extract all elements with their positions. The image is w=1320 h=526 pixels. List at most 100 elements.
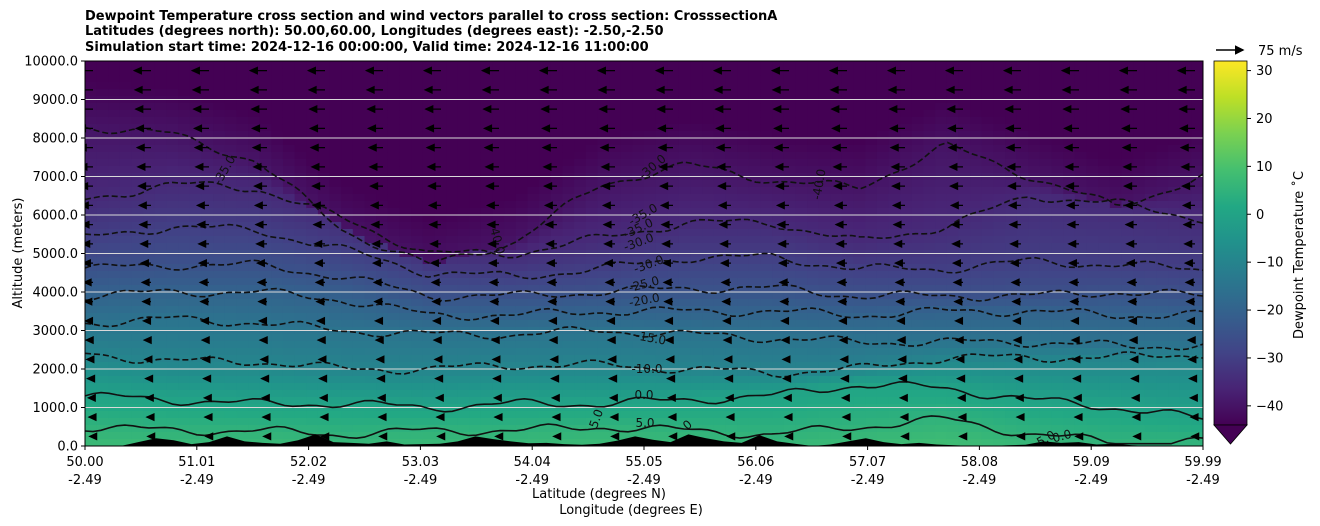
field-cell — [620, 75, 633, 83]
field-cell — [876, 334, 890, 342]
field-cell — [224, 138, 237, 146]
field-cell — [655, 89, 668, 97]
field-cell — [85, 138, 98, 146]
field-cell — [853, 334, 866, 342]
field-cell — [876, 355, 890, 363]
field-cell — [387, 82, 401, 90]
field-cell — [515, 334, 529, 342]
field-cell — [85, 418, 98, 426]
field-cell — [737, 243, 750, 251]
field-cell — [632, 180, 645, 188]
field-cell — [446, 138, 459, 146]
field-cell — [434, 418, 447, 426]
field-cell — [667, 285, 680, 293]
field-cell — [1109, 61, 1123, 69]
field-cell — [702, 432, 715, 440]
field-cell — [807, 411, 820, 419]
field-cell — [387, 166, 401, 174]
field-cell — [935, 229, 948, 237]
field-cell — [1109, 138, 1123, 146]
field-cell — [469, 152, 482, 160]
field-cell — [935, 397, 948, 405]
field-cell — [282, 194, 296, 202]
field-cell — [1016, 89, 1029, 97]
field-cell — [678, 355, 692, 363]
field-cell — [562, 208, 575, 216]
field-cell — [748, 292, 762, 300]
field-cell — [282, 61, 296, 69]
field-cell — [620, 166, 633, 174]
field-cell — [387, 439, 401, 446]
field-cell — [457, 285, 470, 293]
field-cell — [818, 75, 831, 83]
field-cell — [108, 194, 121, 202]
field-cell — [329, 215, 342, 223]
field-cell — [562, 439, 575, 446]
field-cell — [480, 166, 494, 174]
field-cell — [131, 299, 144, 307]
field-cell — [585, 397, 599, 405]
field-cell — [923, 264, 936, 272]
field-cell — [550, 138, 564, 146]
field-cell — [213, 299, 226, 307]
field-cell — [958, 103, 971, 111]
field-cell — [248, 61, 261, 69]
field-cell — [585, 313, 599, 321]
field-cell — [166, 418, 179, 426]
field-cell — [574, 313, 587, 321]
field-cell — [725, 208, 738, 216]
field-cell — [527, 411, 540, 419]
field-cell — [876, 376, 890, 384]
field-cell — [620, 341, 633, 349]
field-cell — [434, 145, 447, 153]
field-cell — [876, 145, 890, 153]
field-cell — [644, 103, 657, 111]
field-cell — [807, 439, 820, 446]
field-cell — [760, 418, 773, 426]
field-cell — [970, 285, 983, 293]
field-cell — [1028, 208, 1041, 216]
field-cell — [306, 103, 319, 111]
field-cell — [1016, 285, 1029, 293]
field-cell — [946, 152, 960, 160]
field-cell — [1074, 61, 1088, 69]
field-cell — [620, 271, 633, 279]
field-cell — [446, 243, 459, 251]
field-cell — [143, 418, 156, 426]
field-cell — [911, 292, 925, 300]
field-cell — [131, 166, 144, 174]
field-cell — [760, 271, 773, 279]
field-cell — [958, 75, 971, 83]
field-cell — [352, 425, 366, 433]
field-cell — [154, 292, 168, 300]
field-cell — [678, 362, 692, 370]
field-cell — [539, 362, 552, 370]
field-cell — [1039, 411, 1053, 419]
field-cell — [282, 124, 296, 132]
field-cell — [213, 390, 226, 398]
field-cell — [515, 229, 529, 237]
field-cell — [562, 292, 575, 300]
field-cell — [562, 355, 575, 363]
field-cell — [411, 103, 424, 111]
field-cell — [620, 117, 633, 125]
field-cell — [970, 299, 983, 307]
field-cell — [248, 201, 261, 209]
field-cell — [841, 383, 855, 391]
field-cell — [783, 229, 796, 237]
field-cell — [865, 166, 878, 174]
field-cell — [166, 411, 179, 419]
field-cell — [399, 124, 412, 132]
field-cell — [352, 61, 366, 69]
field-cell — [108, 271, 121, 279]
field-cell — [515, 166, 529, 174]
field-cell — [690, 285, 703, 293]
field-cell — [644, 432, 657, 440]
field-cell — [166, 89, 179, 97]
field-cell — [539, 110, 552, 118]
field-cell — [690, 334, 703, 342]
field-cell — [1051, 285, 1064, 293]
field-cell — [1074, 215, 1088, 223]
field-cell — [1098, 362, 1111, 370]
field-cell — [900, 341, 913, 349]
